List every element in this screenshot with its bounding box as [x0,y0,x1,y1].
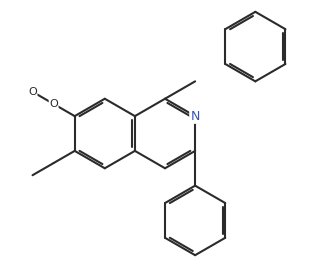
Text: N: N [190,110,200,123]
Text: O: O [28,87,37,97]
Text: O: O [49,99,58,109]
